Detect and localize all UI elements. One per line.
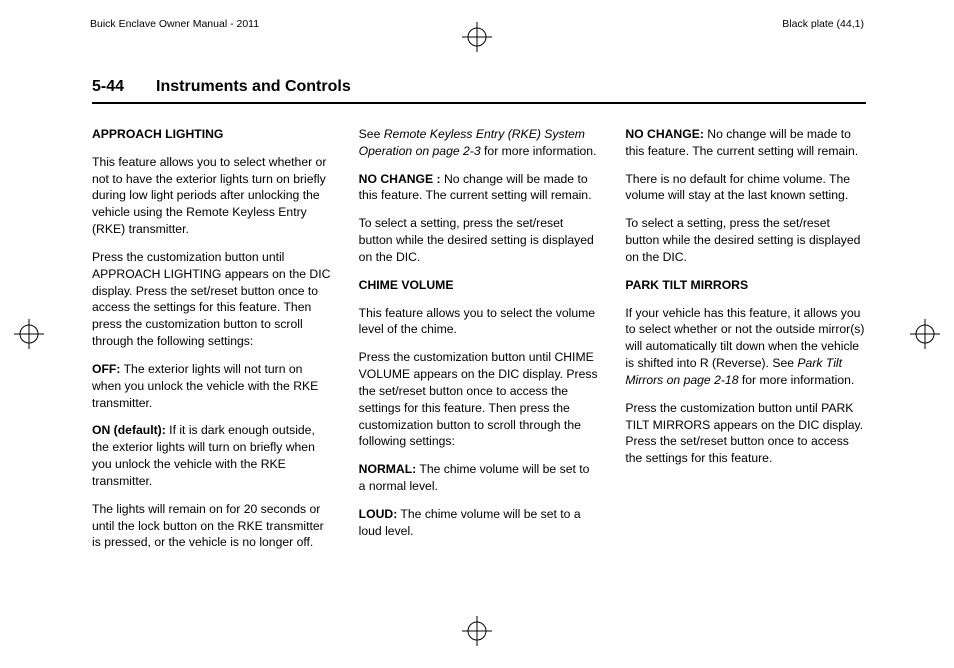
body-text: To select a setting, press the set/reset…	[359, 215, 600, 265]
option-off-label: OFF:	[92, 362, 120, 376]
body-text: To select a setting, press the set/reset…	[625, 215, 866, 265]
heading-approach-lighting: APPROACH LIGHTING	[92, 126, 333, 143]
body-text: This feature allows you to select whethe…	[92, 154, 333, 238]
see-suffix: for more information.	[481, 144, 597, 158]
body-text: Press the customization button until APP…	[92, 249, 333, 350]
body-text: LOUD: The chime volume will be set to a …	[359, 506, 600, 540]
heading-park-tilt: PARK TILT MIRRORS	[625, 277, 866, 294]
registration-mark-right	[910, 319, 940, 349]
column-2: See Remote Keyless Entry (RKE) System Op…	[359, 126, 600, 562]
manual-title: Buick Enclave Owner Manual - 2011	[90, 18, 259, 30]
heading-chime-volume: CHIME VOLUME	[359, 277, 600, 294]
manual-page: Buick Enclave Owner Manual - 2011 Black …	[0, 0, 954, 668]
option-nochange-label: NO CHANGE :	[359, 172, 441, 186]
option-normal-label: NORMAL:	[359, 462, 417, 476]
page-number: 5-44	[92, 78, 124, 96]
body-text: The lights will remain on for 20 seconds…	[92, 501, 333, 551]
body-text: This feature allows you to select the vo…	[359, 305, 600, 339]
column-1: APPROACH LIGHTING This feature allows yo…	[92, 126, 333, 562]
body-text: There is no default for chime volume. Th…	[625, 171, 866, 205]
registration-mark-left	[14, 319, 44, 349]
option-loud-label: LOUD:	[359, 507, 398, 521]
body-text: See Remote Keyless Entry (RKE) System Op…	[359, 126, 600, 160]
see-prefix: See	[359, 127, 384, 141]
plate-label: Black plate (44,1)	[782, 18, 864, 30]
body-text: ON (default): If it is dark enough outsi…	[92, 422, 333, 489]
park-text-b: for more information.	[738, 373, 854, 387]
registration-mark-top	[462, 22, 492, 52]
body-text: NO CHANGE: No change will be made to thi…	[625, 126, 866, 160]
registration-mark-bottom	[462, 616, 492, 646]
option-off-text: The exterior lights will not turn on whe…	[92, 362, 318, 410]
body-text: Press the customization button until CHI…	[359, 349, 600, 450]
body-text: If your vehicle has this feature, it all…	[625, 305, 866, 389]
body-text: NO CHANGE : No change will be made to th…	[359, 171, 600, 205]
section-title: Instruments and Controls	[156, 78, 351, 96]
body-text: Press the customization button until PAR…	[625, 400, 866, 467]
body-text: NORMAL: The chime volume will be set to …	[359, 461, 600, 495]
content-area: 5-44 Instruments and Controls APPROACH L…	[92, 78, 866, 562]
page-heading: 5-44 Instruments and Controls	[92, 78, 866, 104]
option-on-label: ON (default):	[92, 423, 166, 437]
columns: APPROACH LIGHTING This feature allows yo…	[92, 126, 866, 562]
body-text: OFF: The exterior lights will not turn o…	[92, 361, 333, 411]
option-nochange-label: NO CHANGE:	[625, 127, 704, 141]
column-3: NO CHANGE: No change will be made to thi…	[625, 126, 866, 562]
